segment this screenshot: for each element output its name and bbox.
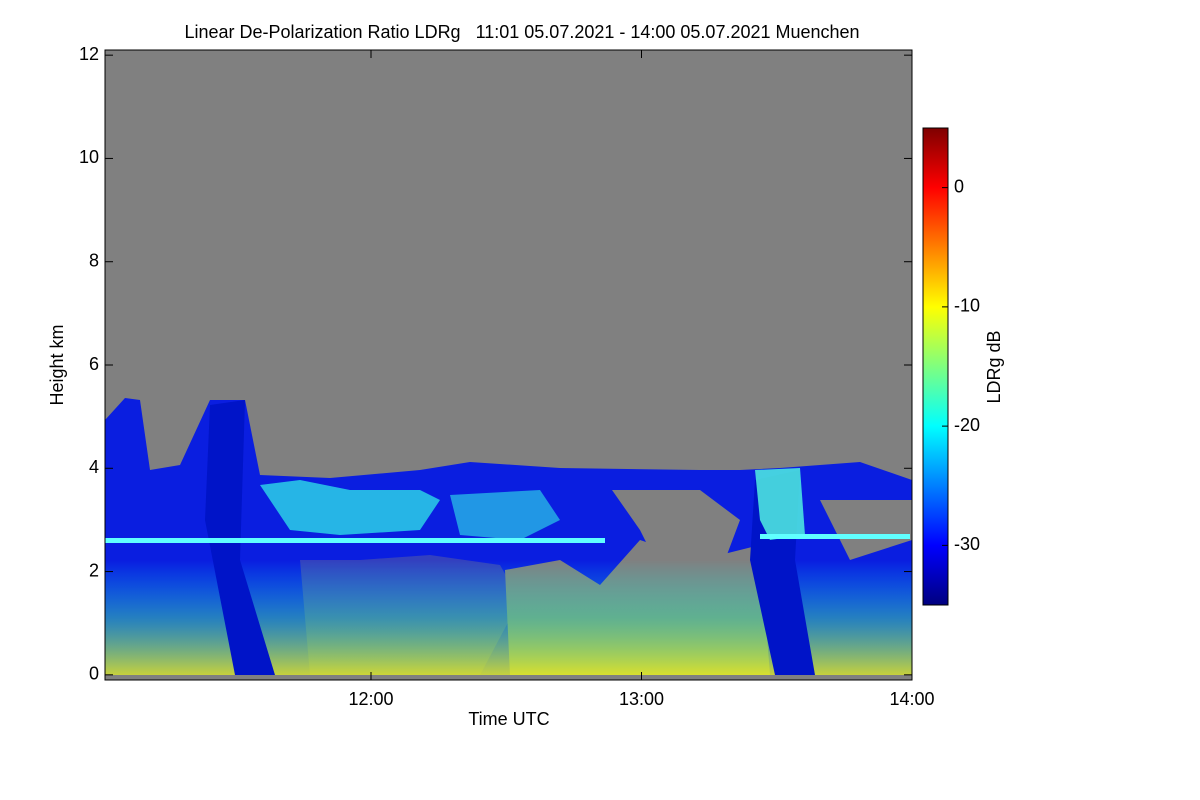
field-cyan — [260, 480, 440, 535]
colorbar-tick-label: -10 — [954, 296, 980, 316]
y-axis-label: Height km — [47, 324, 67, 405]
field-cyan — [755, 468, 805, 540]
y-tick-label: 2 — [89, 560, 99, 580]
x-tick-label: 14:00 — [889, 689, 934, 709]
y-tick-label: 10 — [79, 147, 99, 167]
colorbar-tick-label: 0 — [954, 176, 964, 196]
colorbar-label: LDRg dB — [984, 330, 1004, 403]
colorbar — [922, 127, 949, 606]
y-tick-label: 8 — [89, 250, 99, 270]
field-cyan — [450, 490, 560, 540]
y-tick-label: 12 — [79, 44, 99, 64]
x-tick-label: 12:00 — [348, 689, 393, 709]
heatmap-field — [105, 398, 912, 675]
field-layer — [105, 538, 605, 543]
x-tick-label: 13:00 — [619, 689, 664, 709]
colorbar-tick-label: -20 — [954, 415, 980, 435]
colorbar-tick-label: -30 — [954, 534, 980, 554]
x-axis-label: Time UTC — [468, 709, 549, 729]
y-tick-label: 0 — [89, 664, 99, 684]
field-gap — [820, 500, 912, 560]
field-layer — [760, 534, 910, 539]
y-tick-label: 4 — [89, 457, 99, 477]
field-column — [205, 400, 275, 675]
y-tick-label: 6 — [89, 354, 99, 374]
field-gap — [612, 490, 740, 570]
chart-title: Linear De-Polarization Ratio LDRg 11:01 … — [184, 22, 859, 42]
